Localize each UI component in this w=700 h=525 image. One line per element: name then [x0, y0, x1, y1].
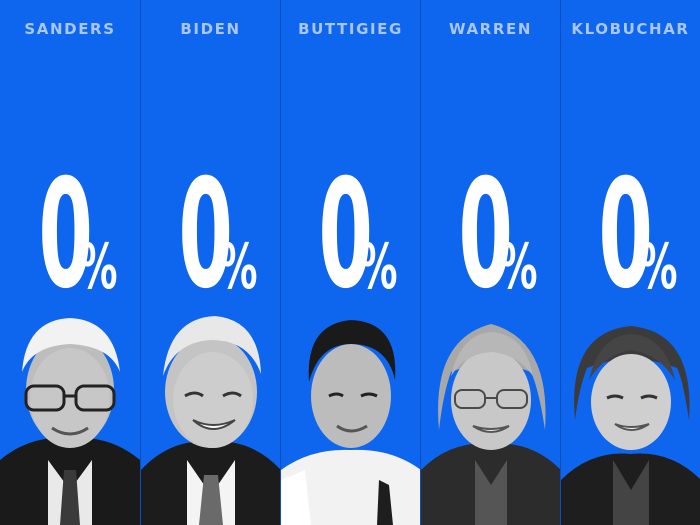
percentage-value: 0	[38, 148, 93, 322]
candidate-percentage: 0 %	[421, 160, 560, 310]
candidate-photo-buttigieg	[281, 320, 420, 525]
candidate-photo-warren	[421, 324, 560, 525]
percent-sign: %	[78, 230, 118, 303]
percent-sign: %	[359, 230, 398, 303]
candidate-column-buttigieg: BUTTIGIEG 0 %	[280, 0, 420, 525]
percentage-value: 0	[458, 148, 514, 322]
candidate-column-sanders: SANDERS 0 %	[0, 0, 140, 525]
candidate-name: BIDEN	[180, 20, 241, 38]
candidate-name: KLOBUCHAR	[571, 20, 690, 38]
candidate-percentage: 0 %	[561, 160, 700, 310]
candidate-photo-sanders	[0, 318, 140, 525]
candidate-column-biden: BIDEN 0 %	[140, 0, 280, 525]
percentage-value: 0	[178, 148, 234, 322]
candidate-percentage: 0 %	[141, 160, 280, 310]
percent-sign: %	[639, 230, 678, 303]
candidate-column-warren: WARREN 0 %	[420, 0, 560, 525]
candidate-name: BUTTIGIEG	[298, 20, 403, 38]
candidate-photo-biden	[141, 316, 280, 525]
candidate-percentage: 0 %	[0, 160, 140, 310]
percentage-value: 0	[598, 148, 654, 322]
candidate-column-klobuchar: KLOBUCHAR 0 %	[560, 0, 700, 525]
candidate-name: SANDERS	[24, 20, 116, 38]
percent-sign: %	[499, 230, 538, 303]
percentage-value: 0	[318, 148, 374, 322]
candidate-percentage: 0 %	[281, 160, 420, 310]
candidate-name: WARREN	[449, 20, 532, 38]
candidate-photo-klobuchar	[561, 326, 700, 525]
percent-sign: %	[219, 230, 258, 303]
